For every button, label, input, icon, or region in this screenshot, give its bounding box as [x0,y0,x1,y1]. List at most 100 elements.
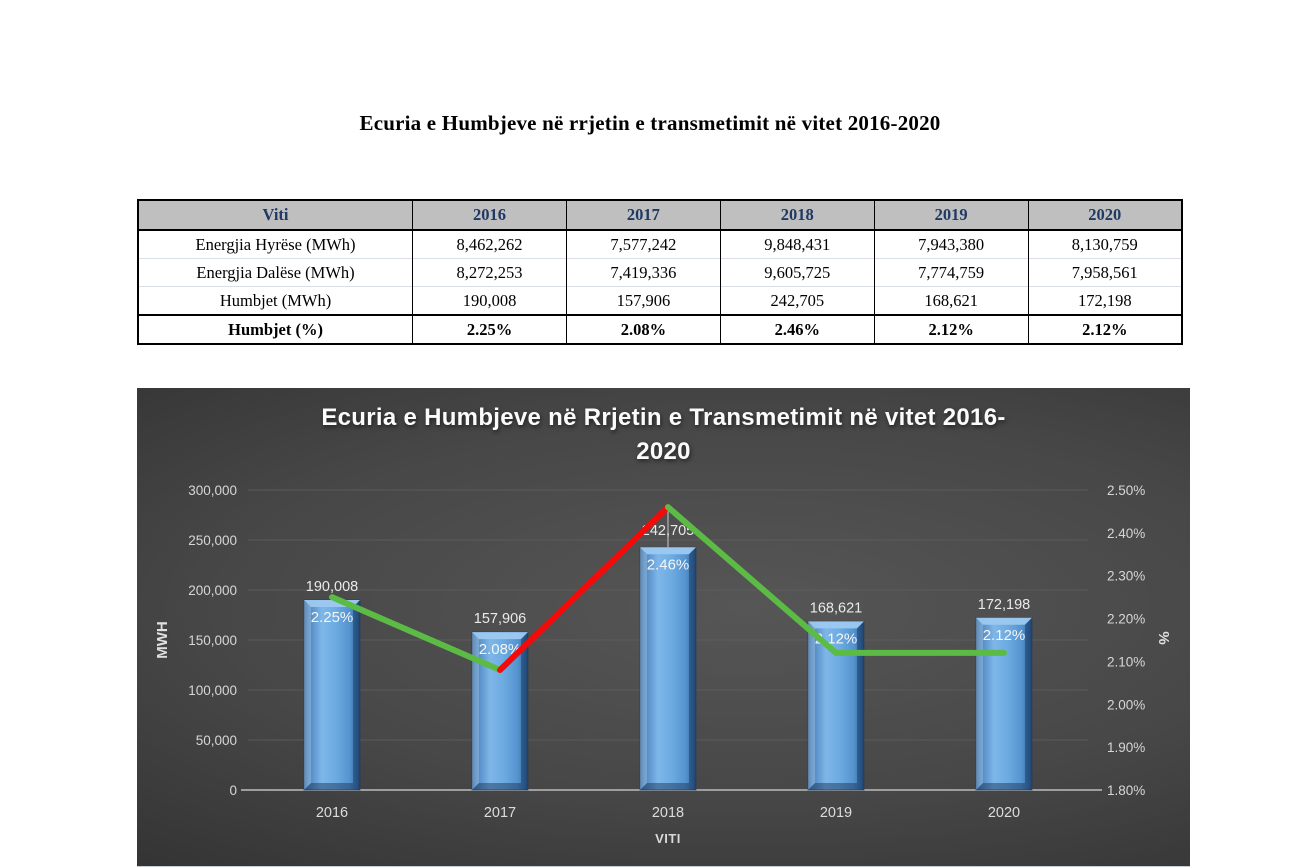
left-axis-tick: 200,000 [188,583,237,598]
table-cell: 2.08% [565,314,721,344]
right-axis-tick: 1.90% [1107,740,1145,755]
col-header-2019: 2019 [873,199,1029,231]
x-axis-label: 2018 [652,805,684,821]
bar-bevel-top [976,617,1032,625]
left-axis-title: MWH [154,621,171,659]
col-header-viti: Viti [137,199,414,231]
table-cell: 7,419,336 [565,258,721,287]
bar-bevel-left [304,599,311,790]
x-axis-label: 2016 [316,805,348,821]
bar-bevel-left [808,621,815,790]
x-axis-label: 2017 [484,805,516,821]
col-header-2016: 2016 [412,199,567,231]
loss-line-segment [665,504,839,656]
table-row: Energjia Hyrëse (MWh) 8,462,262 7,577,24… [137,230,1183,259]
left-axis-tick: 0 [229,783,237,798]
row-label: Energjia Dalëse (MWh) [137,258,414,287]
table-row: Humbjet (MWh) 190,008 157,906 242,705 16… [137,286,1183,315]
col-header-2020: 2020 [1027,199,1183,231]
table-row: Humbjet (%) 2.25% 2.08% 2.46% 2.12% 2.12… [137,314,1183,344]
bar-bevel-right [857,621,864,790]
percent-label: 2.12% [983,627,1026,644]
bar-2016 [303,599,361,791]
right-axis-tick: 2.00% [1107,697,1145,712]
table-cell: 168,621 [873,286,1029,315]
table-cell: 157,906 [565,286,721,315]
table-cell: 2.46% [719,314,875,344]
bar-bevel-left [640,547,647,790]
bar-bevel-bottom [808,783,864,790]
x-axis-title: VITI [655,831,681,846]
bar-bevel-bottom [640,783,696,790]
bar-bevel-right [1025,617,1032,790]
right-axis-tick: 2.10% [1107,654,1145,669]
right-axis-tick: 2.50% [1107,483,1145,498]
bar-bevel-bottom [472,783,528,790]
bar-bevel-right [353,599,360,790]
col-header-2017: 2017 [565,199,721,231]
losses-table-container: Viti 2016 2017 2018 2019 2020 Energjia H… [137,199,1183,345]
table-cell: 7,577,242 [565,230,721,259]
bar-bevel-top [808,621,864,629]
table-cell: 172,198 [1027,286,1183,315]
left-axis-tick: 250,000 [188,533,237,548]
bar-bevel-bottom [976,783,1032,790]
loss-line-segment [497,504,671,673]
row-label: Humbjet (MWh) [137,286,414,315]
table-cell: 7,958,561 [1027,258,1183,287]
table-cell: 9,848,431 [719,230,875,259]
right-axis-tick: 1.80% [1107,783,1145,798]
chart-canvas: 300,000 250,000 200,000 150,000 100,000 50,00… [154,483,1172,846]
percent-label: 2.25% [311,609,354,626]
table-cell: 2.25% [412,314,567,344]
bar-bevel-left [472,632,479,790]
bar-value-label: 242,705 [642,523,694,539]
bar-bevel-right [689,547,696,790]
chart-title: Ecuria e Humbjeve në Rrjetin e Transmeti… [137,401,1190,469]
col-header-2018: 2018 [719,199,875,231]
table-cell: 2.12% [873,314,1029,344]
right-axis-title: % [1155,631,1172,644]
bar-bevel-right [521,632,528,790]
bar-bevel-bottom [304,783,360,790]
right-axis-tick: 2.40% [1107,526,1145,541]
bar-bevel-left [976,617,983,790]
row-label: Humbjet (%) [137,314,414,344]
bar-value-label: 172,198 [978,597,1030,613]
row-label: Energjia Hyrëse (MWh) [137,230,414,259]
bar-2017 [471,631,529,791]
table-cell: 190,008 [412,286,567,315]
document-title: Ecuria e Humbjeve në rrjetin e transmeti… [359,111,941,135]
percent-label: 2.08% [479,641,522,658]
bar-value-label: 190,008 [306,579,358,595]
table-cell: 8,130,759 [1027,230,1183,259]
right-axis-tick: 2.20% [1107,612,1145,627]
bar-value-label: 157,906 [474,611,526,627]
x-axis-label: 2019 [820,805,852,821]
table-row: Energjia Dalëse (MWh) 8,272,253 7,419,33… [137,258,1183,287]
table-cell: 242,705 [719,286,875,315]
table-header-row: Viti 2016 2017 2018 2019 2020 [137,199,1183,231]
table-cell: 8,462,262 [412,230,567,259]
table-cell: 7,774,759 [873,258,1029,287]
table-cell: 8,272,253 [412,258,567,287]
losses-table: Viti 2016 2017 2018 2019 2020 Energjia H… [137,199,1183,345]
loss-line-segment [329,594,503,673]
percent-label: 2.46% [647,556,690,573]
x-axis-label: 2020 [988,805,1020,821]
bar-bevel-top [472,632,528,640]
bar-2018 [639,546,697,791]
chart-object: Ecuria e Humbjeve në Rrjetin e Transmeti… [137,388,1190,867]
left-axis-tick: 150,000 [188,633,237,648]
bar-value-label: 168,621 [810,600,862,616]
right-axis-tick: 2.30% [1107,569,1145,584]
bar-bevel-top [640,547,696,555]
table-cell: 7,943,380 [873,230,1029,259]
chart-title-line2: 2020 [636,438,691,465]
chart-title-line1: Ecuria e Humbjeve në Rrjetin e Transmeti… [321,404,1006,431]
left-axis-tick: 300,000 [188,483,237,498]
left-axis-tick: 100,000 [188,683,237,698]
left-axis-tick: 50,000 [196,733,237,748]
table-cell: 2.12% [1027,314,1183,344]
